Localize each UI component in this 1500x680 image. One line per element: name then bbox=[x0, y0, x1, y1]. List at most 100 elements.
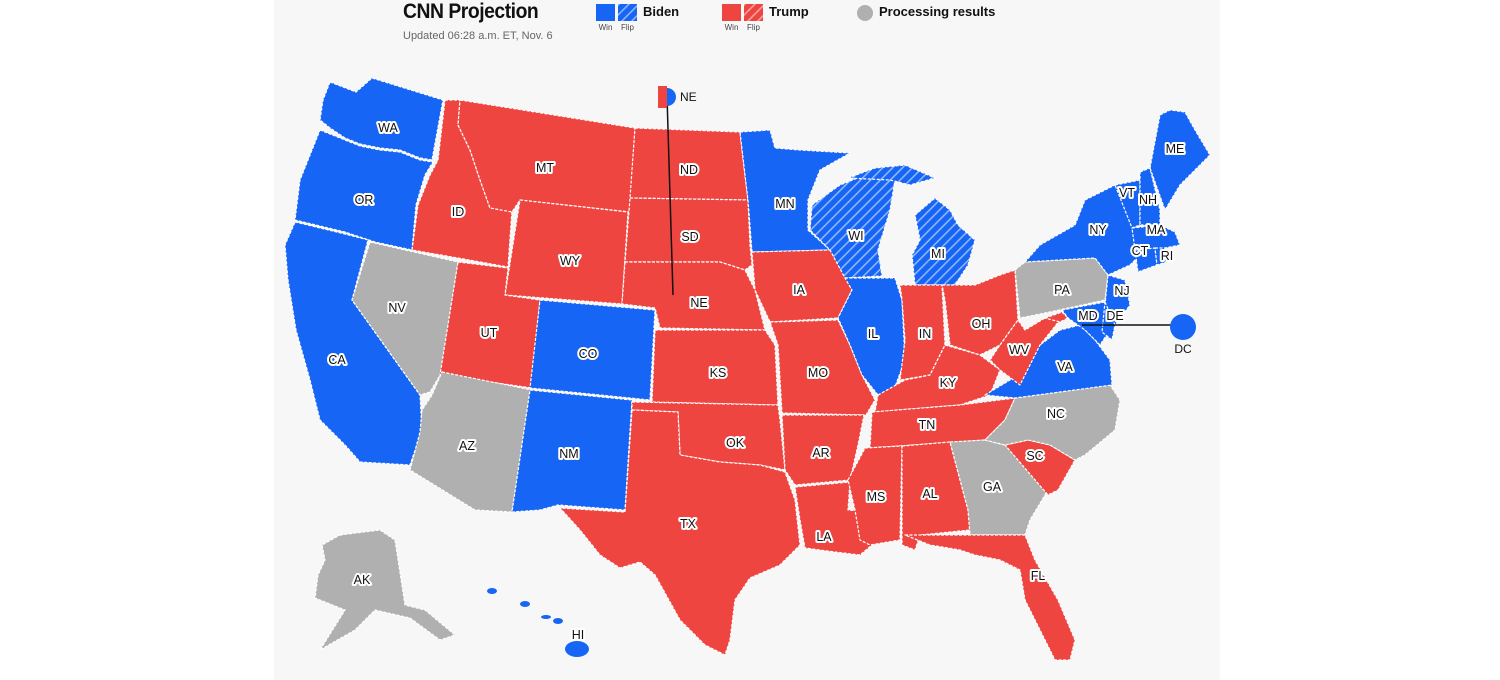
label-KY: KY bbox=[940, 376, 957, 390]
label-VA: VA bbox=[1057, 360, 1073, 374]
legend-processing: Processing results bbox=[857, 4, 995, 21]
label-DE: DE bbox=[1106, 309, 1123, 323]
trump-win-swatch bbox=[722, 4, 741, 21]
label-WI: WI bbox=[848, 229, 863, 243]
trump-win-label: Win bbox=[724, 23, 739, 32]
label-NM: NM bbox=[559, 447, 578, 461]
state-WY[interactable] bbox=[504, 199, 629, 305]
label-MI: MI bbox=[931, 247, 945, 261]
processing-legend-name: Processing results bbox=[879, 4, 996, 19]
trump-flip-label: Flip bbox=[747, 23, 760, 32]
label-FL: FL bbox=[1031, 569, 1046, 583]
dc-callout-label: DC bbox=[1174, 342, 1192, 356]
state-ME[interactable] bbox=[1149, 109, 1211, 211]
state-PA[interactable] bbox=[1014, 257, 1109, 319]
state-KS[interactable] bbox=[651, 329, 779, 406]
label-IA: IA bbox=[793, 283, 805, 297]
state-RI[interactable] bbox=[1154, 247, 1167, 266]
biden-win-swatch bbox=[596, 4, 615, 21]
state-NC[interactable] bbox=[984, 384, 1121, 461]
label-SC: SC bbox=[1026, 449, 1043, 463]
label-ID: ID bbox=[452, 205, 465, 219]
label-NV: NV bbox=[388, 301, 406, 315]
biden-flip-label: Flip bbox=[621, 23, 634, 32]
label-CT: CT bbox=[1132, 244, 1149, 258]
updated-timestamp: Updated 06:28 a.m. ET, Nov. 6 bbox=[403, 30, 553, 42]
state-CO[interactable] bbox=[529, 299, 656, 401]
state-WV[interactable] bbox=[989, 317, 1061, 386]
state-HI[interactable] bbox=[487, 588, 589, 657]
label-MD: MD bbox=[1078, 309, 1097, 323]
label-RI: RI bbox=[1161, 249, 1174, 263]
label-WV: WV bbox=[1009, 343, 1030, 357]
state-LA[interactable] bbox=[794, 481, 879, 556]
ne-callout-line bbox=[666, 95, 674, 296]
biden-legend-name: Biden bbox=[643, 4, 680, 19]
state-AR[interactable] bbox=[781, 414, 865, 486]
label-MO: MO bbox=[808, 366, 828, 380]
state-NJ[interactable] bbox=[1104, 274, 1131, 326]
label-ME: ME bbox=[1166, 142, 1185, 156]
dc-circle-icon[interactable] bbox=[1170, 314, 1196, 340]
label-MT: MT bbox=[536, 161, 554, 175]
label-WY: WY bbox=[560, 254, 581, 268]
state-MI-upper[interactable] bbox=[847, 164, 936, 186]
state-AK[interactable] bbox=[314, 529, 456, 651]
label-NC: NC bbox=[1047, 407, 1065, 421]
label-OH: OH bbox=[972, 317, 991, 331]
label-PA: PA bbox=[1054, 283, 1070, 297]
label-AK: AK bbox=[354, 573, 371, 587]
label-MS: MS bbox=[867, 490, 886, 504]
label-GA: GA bbox=[983, 480, 1002, 494]
state-MN[interactable] bbox=[739, 129, 851, 253]
label-ND: ND bbox=[680, 163, 698, 177]
state-MD-west[interactable] bbox=[1044, 311, 1069, 323]
state-NM[interactable] bbox=[511, 389, 633, 513]
label-TX: TX bbox=[680, 517, 697, 531]
state-ID[interactable] bbox=[411, 99, 513, 268]
label-IL: IL bbox=[868, 327, 878, 341]
state-NY[interactable] bbox=[1024, 184, 1141, 276]
processing-dot-icon bbox=[857, 5, 873, 21]
label-OR: OR bbox=[355, 193, 374, 207]
state-MS[interactable] bbox=[847, 445, 903, 546]
state-NH[interactable] bbox=[1139, 167, 1161, 226]
ne-callout-label: NE bbox=[680, 90, 697, 104]
state-IL[interactable] bbox=[837, 277, 906, 396]
state-MI[interactable] bbox=[911, 197, 976, 286]
legend-biden: Win Flip Biden bbox=[596, 4, 679, 32]
label-HI: HI bbox=[572, 628, 585, 642]
label-AL: AL bbox=[922, 487, 937, 501]
state-ND[interactable] bbox=[629, 127, 749, 201]
label-LA: LA bbox=[816, 530, 832, 544]
label-IN: IN bbox=[919, 327, 932, 341]
label-NY: NY bbox=[1089, 223, 1107, 237]
label-AR: AR bbox=[812, 446, 829, 460]
biden-flip-swatch bbox=[618, 4, 637, 21]
label-SD: SD bbox=[681, 230, 698, 244]
state-MT[interactable] bbox=[457, 99, 636, 213]
state-MD[interactable] bbox=[1061, 301, 1111, 346]
trump-flip-swatch bbox=[744, 4, 763, 21]
state-MO[interactable] bbox=[769, 319, 876, 416]
label-WA: WA bbox=[378, 121, 398, 135]
label-CO: CO bbox=[579, 347, 598, 361]
page-title: CNN Projection bbox=[403, 0, 539, 23]
state-DE[interactable] bbox=[1101, 301, 1116, 341]
label-KS: KS bbox=[710, 366, 727, 380]
state-WA[interactable] bbox=[319, 77, 444, 161]
legend-trump: Win Flip Trump bbox=[722, 4, 809, 32]
label-VT: VT bbox=[1119, 186, 1135, 200]
label-CA: CA bbox=[328, 353, 346, 367]
state-OR[interactable] bbox=[294, 129, 434, 251]
label-NH: NH bbox=[1139, 193, 1157, 207]
trump-legend-name: Trump bbox=[769, 4, 809, 19]
state-FL[interactable] bbox=[904, 534, 1076, 661]
label-UT: UT bbox=[481, 326, 498, 340]
label-MA: MA bbox=[1147, 223, 1166, 237]
label-OK: OK bbox=[726, 436, 745, 450]
label-NJ: NJ bbox=[1114, 284, 1129, 298]
state-TX[interactable] bbox=[559, 409, 801, 656]
state-CA[interactable] bbox=[284, 221, 423, 466]
